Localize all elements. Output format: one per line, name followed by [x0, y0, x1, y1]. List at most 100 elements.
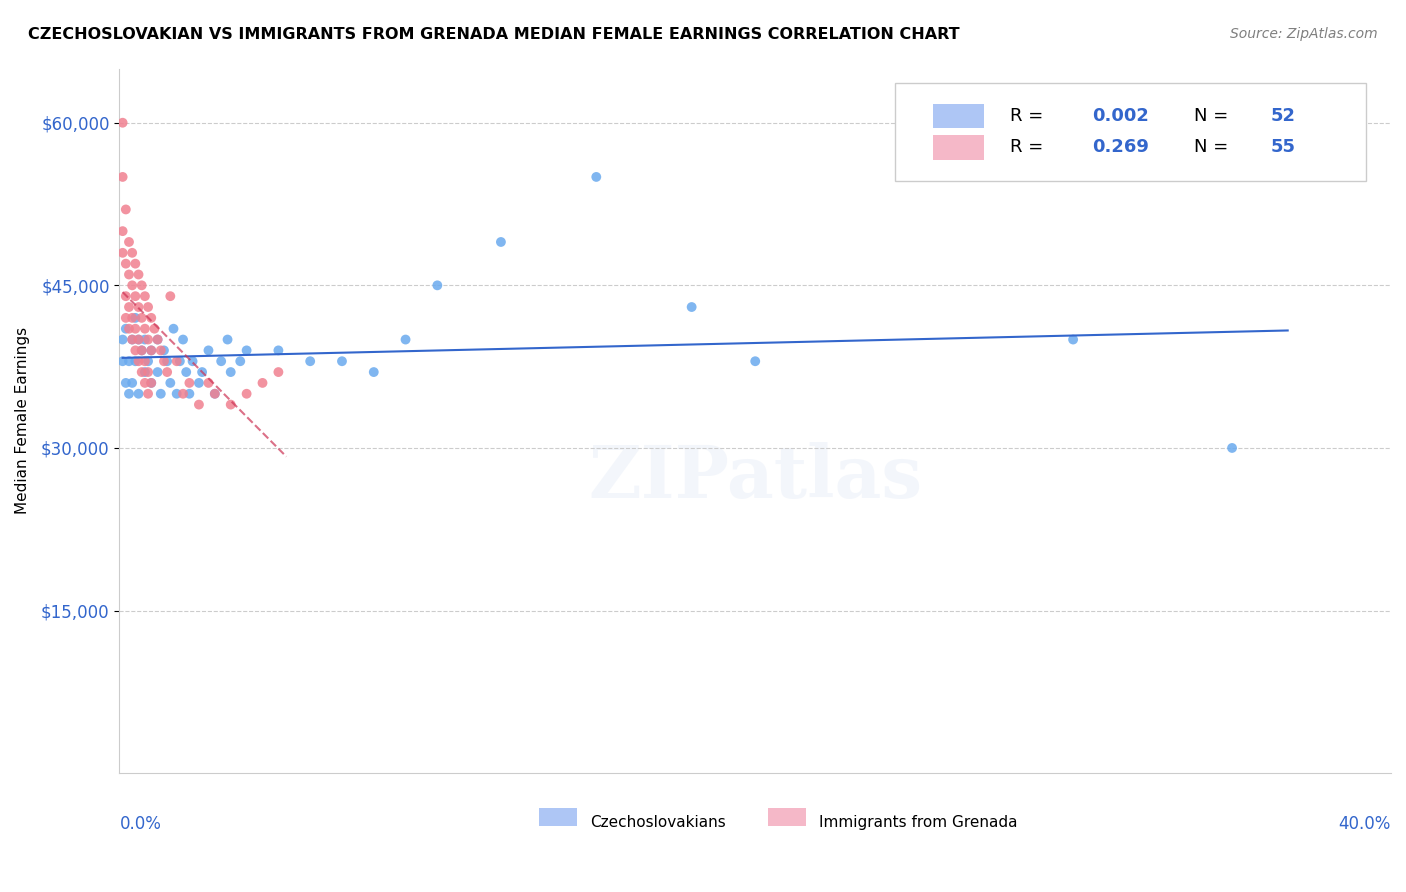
Point	[121, 278, 143, 293]
Point	[299, 354, 322, 368]
Point	[252, 376, 274, 390]
FancyBboxPatch shape	[768, 808, 806, 826]
Point	[114, 257, 136, 271]
Text: CZECHOSLOVAKIAN VS IMMIGRANTS FROM GRENADA MEDIAN FEMALE EARNINGS CORRELATION CH: CZECHOSLOVAKIAN VS IMMIGRANTS FROM GRENA…	[28, 27, 960, 42]
Point	[363, 365, 385, 379]
Point	[187, 376, 209, 390]
Point	[121, 245, 143, 260]
Point	[114, 202, 136, 217]
Text: Czechoslovakians: Czechoslovakians	[591, 815, 725, 830]
Text: Immigrants from Grenada: Immigrants from Grenada	[818, 815, 1018, 830]
Point	[146, 333, 169, 347]
Text: 55: 55	[1270, 138, 1295, 156]
Point	[111, 354, 134, 368]
Point	[134, 376, 156, 390]
Point	[162, 322, 184, 336]
Text: N =: N =	[1194, 107, 1234, 125]
Point	[121, 376, 143, 390]
Point	[330, 354, 353, 368]
Point	[172, 386, 194, 401]
Point	[187, 398, 209, 412]
Point	[111, 116, 134, 130]
Point	[153, 343, 176, 358]
Point	[149, 343, 172, 358]
Text: 52: 52	[1270, 107, 1295, 125]
Point	[156, 365, 179, 379]
Point	[111, 333, 134, 347]
Point	[219, 398, 242, 412]
Point	[114, 310, 136, 325]
Point	[131, 278, 153, 293]
Point	[111, 245, 134, 260]
Point	[128, 268, 150, 282]
Point	[124, 257, 146, 271]
Point	[744, 354, 766, 368]
Point	[153, 354, 176, 368]
Point	[156, 354, 179, 368]
Point	[141, 376, 163, 390]
Point	[136, 300, 159, 314]
Point	[134, 289, 156, 303]
FancyBboxPatch shape	[538, 808, 578, 826]
Point	[174, 365, 197, 379]
Point	[141, 343, 163, 358]
Point	[146, 333, 169, 347]
Point	[191, 365, 214, 379]
Point	[131, 310, 153, 325]
Point	[141, 343, 163, 358]
Text: 0.0%: 0.0%	[120, 815, 162, 833]
Point	[111, 224, 134, 238]
Point	[128, 354, 150, 368]
Point	[489, 235, 512, 249]
Point	[111, 169, 134, 184]
Point	[179, 376, 201, 390]
Point	[149, 386, 172, 401]
Point	[118, 354, 141, 368]
Point	[134, 354, 156, 368]
Point	[121, 333, 143, 347]
Point	[114, 376, 136, 390]
Point	[131, 343, 153, 358]
Point	[124, 343, 146, 358]
Point	[197, 343, 219, 358]
Point	[235, 343, 257, 358]
Point	[136, 386, 159, 401]
Point	[267, 365, 290, 379]
Point	[204, 386, 226, 401]
Point	[219, 365, 242, 379]
Point	[394, 333, 416, 347]
Point	[114, 289, 136, 303]
Text: R =: R =	[1010, 138, 1049, 156]
Point	[166, 386, 188, 401]
Point	[159, 289, 181, 303]
Point	[179, 386, 201, 401]
Point	[114, 322, 136, 336]
Text: 40.0%: 40.0%	[1339, 815, 1391, 833]
Text: 0.269: 0.269	[1092, 138, 1149, 156]
Point	[124, 322, 146, 336]
Point	[118, 386, 141, 401]
Point	[118, 235, 141, 249]
Text: Source: ZipAtlas.com: Source: ZipAtlas.com	[1230, 27, 1378, 41]
Point	[209, 354, 232, 368]
Point	[118, 300, 141, 314]
Text: 0.002: 0.002	[1092, 107, 1149, 125]
Point	[146, 365, 169, 379]
Point	[124, 289, 146, 303]
Point	[1062, 333, 1084, 347]
FancyBboxPatch shape	[934, 136, 984, 161]
Text: R =: R =	[1010, 107, 1049, 125]
Point	[197, 376, 219, 390]
Point	[131, 343, 153, 358]
Point	[267, 343, 290, 358]
Point	[136, 354, 159, 368]
Point	[118, 322, 141, 336]
Point	[204, 386, 226, 401]
Point	[217, 333, 239, 347]
Point	[136, 333, 159, 347]
Point	[169, 354, 191, 368]
Point	[131, 365, 153, 379]
Point	[141, 376, 163, 390]
Point	[141, 310, 163, 325]
Text: ZIPatlas: ZIPatlas	[588, 442, 922, 513]
